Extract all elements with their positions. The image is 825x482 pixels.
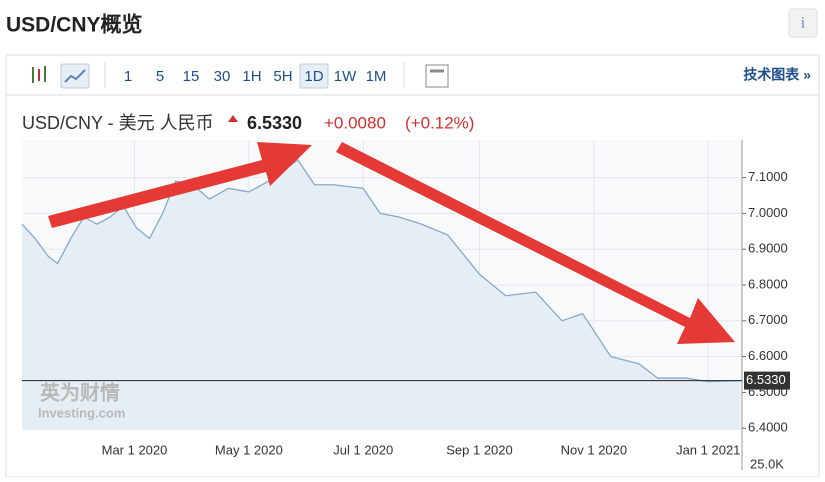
y-tick-label: 6.7000 <box>748 312 788 327</box>
area <box>22 159 741 431</box>
line <box>21 158 741 383</box>
x-tick-label: Jan 1 2021 <box>676 442 740 457</box>
up-arrow <box>228 115 238 122</box>
x-tick-label: Nov 1 2020 <box>561 442 628 457</box>
y-tick-label: 7.0000 <box>748 205 788 220</box>
info-icon[interactable]: i <box>801 15 806 32</box>
volume-label: 25.0K <box>750 456 784 471</box>
interval-button[interactable]: 1W <box>334 68 357 85</box>
x-tick-label: May 1 2020 <box>215 442 283 457</box>
settings-icon[interactable] <box>425 64 449 88</box>
last-price-box <box>744 371 790 390</box>
annotation-arrow <box>48 142 735 344</box>
info-button[interactable] <box>788 8 818 38</box>
interval-button[interactable]: 30 <box>214 68 231 85</box>
candle-icon[interactable] <box>32 66 46 83</box>
interval-button[interactable]: 1M <box>366 68 387 85</box>
y-tick-label: 6.9000 <box>748 241 788 256</box>
interval-button[interactable]: 15 <box>183 68 200 85</box>
quote-change: +0.0080 <box>324 113 386 132</box>
toolbar <box>5 54 820 96</box>
y-tick-label: 6.8000 <box>748 276 788 291</box>
y-tick-label: 6.6000 <box>748 348 788 363</box>
tech-chart-link[interactable]: 技术图表 » <box>743 67 811 83</box>
last-price-label: 6.5330 <box>746 372 786 387</box>
quote-change-pct: (+0.12%) <box>405 113 474 132</box>
x-tick-label: Sep 1 2020 <box>446 442 513 457</box>
page-title: USD/CNY概览 <box>6 13 143 37</box>
watermark-en: Investing.com <box>38 405 125 420</box>
interval-button[interactable]: 1 <box>124 68 132 85</box>
interval-button[interactable]: 5H <box>273 68 292 85</box>
line-icon[interactable] <box>60 63 90 89</box>
quote-price: 6.5330 <box>247 113 302 133</box>
line-icon-glyph <box>64 69 86 83</box>
watermark-cn: 英为财情 <box>40 380 120 404</box>
quote-name: USD/CNY - 美元 人民币 <box>22 113 214 133</box>
x-tick-label: Mar 1 2020 <box>102 442 168 457</box>
y-tick-label: 7.1000 <box>748 169 788 184</box>
interval-button[interactable]: 5 <box>156 68 164 85</box>
interval-button[interactable]: 1D <box>304 68 323 85</box>
interval-button[interactable]: 1H <box>242 68 261 85</box>
x-tick-label: Jul 1 2020 <box>333 442 393 457</box>
interval-active[interactable] <box>299 63 329 89</box>
y-tick-label: 6.4000 <box>748 420 788 435</box>
